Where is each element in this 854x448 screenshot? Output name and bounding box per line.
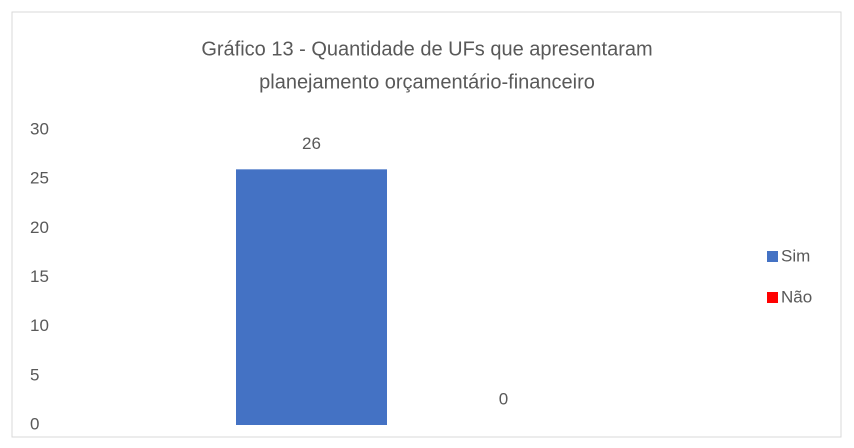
legend-swatch — [767, 292, 778, 303]
bar — [236, 169, 387, 425]
y-tick-label: 30 — [30, 119, 49, 138]
legend-label: Sim — [781, 246, 810, 265]
value-label: 0 — [499, 389, 508, 408]
y-tick-label: 20 — [30, 218, 49, 237]
chart-title: planejamento orçamentário-financeiro — [259, 71, 595, 93]
y-tick-label: 0 — [30, 414, 39, 433]
legend-label: Não — [781, 287, 812, 306]
value-label: 26 — [302, 134, 321, 153]
chart-frame — [11, 11, 842, 438]
y-tick-label: 10 — [30, 316, 49, 335]
y-tick-label: 25 — [30, 169, 49, 188]
y-tick-label: 15 — [30, 267, 49, 286]
legend-swatch — [767, 251, 778, 262]
chart-title: Gráfico 13 - Quantidade de UFs que apres… — [201, 38, 652, 60]
y-tick-label: 5 — [30, 365, 39, 384]
